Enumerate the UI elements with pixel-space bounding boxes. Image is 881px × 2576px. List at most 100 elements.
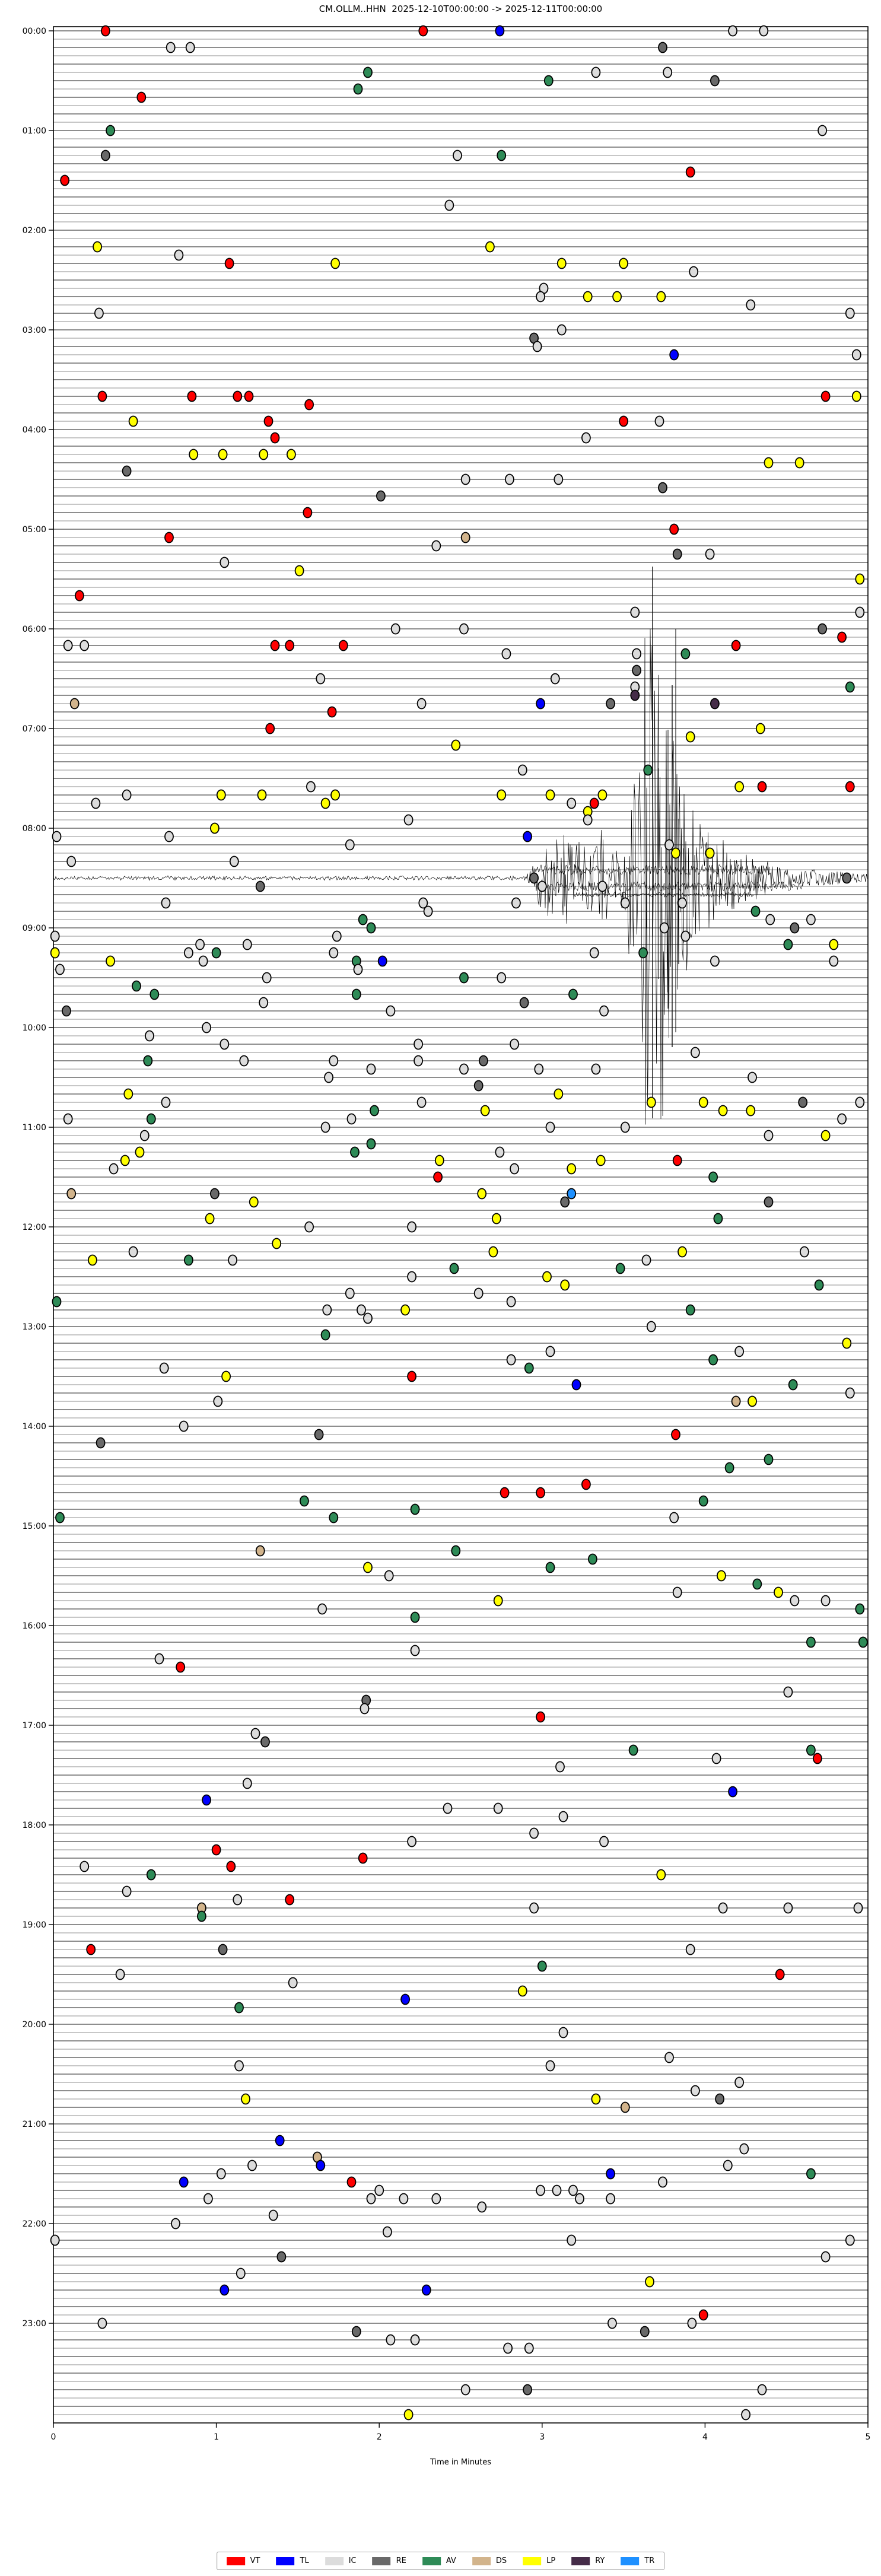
event-dot-LP	[567, 1163, 577, 1175]
event-dot-IC	[845, 307, 855, 319]
event-dot-IC	[407, 1271, 416, 1283]
event-dot-VT	[164, 532, 174, 543]
legend-label: VT	[250, 2556, 260, 2565]
x-tick-label: 5	[866, 2432, 871, 2442]
event-dot-IC	[154, 1653, 164, 1665]
event-dot-LP	[554, 1088, 564, 1100]
event-dot-VT	[327, 706, 337, 718]
event-dot-LP	[363, 1561, 373, 1573]
event-dot-LP	[492, 1213, 501, 1225]
event-dot-IC	[185, 42, 195, 53]
event-dot-LP	[656, 291, 666, 303]
event-dot-AV	[643, 764, 653, 776]
event-dot-VT	[285, 1894, 295, 1906]
event-dot-VT	[97, 390, 107, 402]
event-dot-IC	[220, 1038, 230, 1050]
event-dot-IC	[534, 1063, 544, 1075]
event-dot-IC	[268, 2209, 278, 2221]
event-dot-IC	[680, 930, 691, 942]
event-dot-RE	[764, 1196, 774, 1208]
event-dot-IC	[332, 930, 342, 942]
event-dot-TL	[606, 2168, 615, 2180]
legend-label: LP	[546, 2556, 556, 2565]
event-dot-IC	[63, 640, 73, 651]
event-dot-IC	[663, 66, 673, 78]
event-dot-IC	[575, 2193, 584, 2205]
event-dot-RE	[818, 623, 827, 635]
main-event-waveform	[53, 628, 868, 1125]
event-dot-IC	[734, 2076, 744, 2088]
x-tick-label: 0	[51, 2432, 56, 2442]
event-dot-VT	[669, 523, 679, 535]
event-dot-LP	[216, 789, 226, 801]
y-tick-label: 06:00	[23, 625, 46, 634]
event-dot-LP	[678, 1246, 687, 1258]
event-dot-DS	[460, 532, 470, 543]
event-dot-LP	[829, 939, 839, 950]
event-dot-IC	[363, 1312, 373, 1324]
event-dot-TL	[523, 831, 532, 842]
event-dot-IC	[374, 2184, 384, 2196]
event-dot-LP	[320, 797, 330, 809]
y-tick-label: 13:00	[23, 1322, 46, 1332]
event-dot-RE	[560, 1196, 570, 1208]
event-dot-IC	[529, 1827, 539, 1839]
event-dot-VT	[358, 1852, 368, 1864]
event-dot-VT	[813, 1753, 822, 1764]
event-dot-AV	[685, 1304, 695, 1316]
event-dot-IC	[63, 1113, 73, 1125]
event-dot-IC	[510, 1163, 519, 1175]
event-dot-IC	[672, 1586, 682, 1598]
event-dot-VT	[187, 390, 197, 402]
event-dot-DS	[255, 1545, 265, 1557]
legend-swatch-AV	[422, 2556, 441, 2565]
event-dot-IC	[213, 1395, 223, 1407]
event-dot-IC	[820, 2251, 831, 2263]
event-dot-VT	[224, 257, 234, 269]
event-dot-VT	[500, 1487, 510, 1499]
event-dot-VT	[270, 432, 280, 444]
event-dot-IC	[691, 2085, 700, 2097]
event-dot-IC	[407, 1221, 416, 1233]
event-dot-IC	[122, 1885, 132, 1897]
event-dot-VT	[244, 390, 254, 402]
event-dot-LP	[400, 1304, 410, 1316]
event-dot-LP	[583, 291, 593, 303]
event-dot-AV	[196, 1910, 206, 1922]
event-dot-RY	[630, 689, 640, 701]
event-dot-LP	[619, 257, 628, 269]
event-dot-AV	[132, 980, 141, 992]
event-dot-IC	[493, 1802, 503, 1814]
event-dot-LP	[774, 1586, 783, 1598]
event-dot-IC	[550, 673, 560, 685]
event-dot-IC	[139, 1130, 150, 1141]
event-dot-AV	[358, 914, 368, 926]
event-dot-AV	[543, 75, 554, 87]
event-dot-VT	[407, 1370, 416, 1382]
event-dot-IC	[418, 897, 428, 909]
event-dot-IC	[383, 2226, 392, 2238]
event-dot-TL	[571, 1379, 581, 1391]
event-dot-AV	[568, 988, 578, 1000]
event-dot-AV	[628, 1744, 638, 1756]
event-dot-AV	[320, 1329, 330, 1341]
event-dot-IC	[407, 1836, 416, 1847]
event-dot-AV	[806, 1636, 816, 1648]
event-dot-AV	[150, 988, 160, 1000]
event-dot-IC	[691, 1047, 700, 1058]
event-dot-VT	[346, 2176, 357, 2188]
event-dot-IC	[532, 341, 542, 352]
event-dot-LP	[106, 955, 116, 967]
event-dot-RE	[100, 150, 110, 161]
event-dot-LP	[294, 565, 304, 577]
event-dot-IC	[501, 648, 511, 660]
y-tick-label: 20:00	[23, 2020, 46, 2030]
event-dot-VT	[536, 1711, 545, 1723]
legend-swatch-LP	[523, 2556, 542, 2565]
event-dot-IC	[711, 1753, 721, 1764]
event-dot-AV	[545, 1561, 555, 1573]
event-dot-IC	[431, 540, 441, 552]
event-dot-IC	[630, 606, 640, 618]
event-dot-IC	[460, 2384, 470, 2396]
event-dot-LP	[705, 847, 715, 859]
